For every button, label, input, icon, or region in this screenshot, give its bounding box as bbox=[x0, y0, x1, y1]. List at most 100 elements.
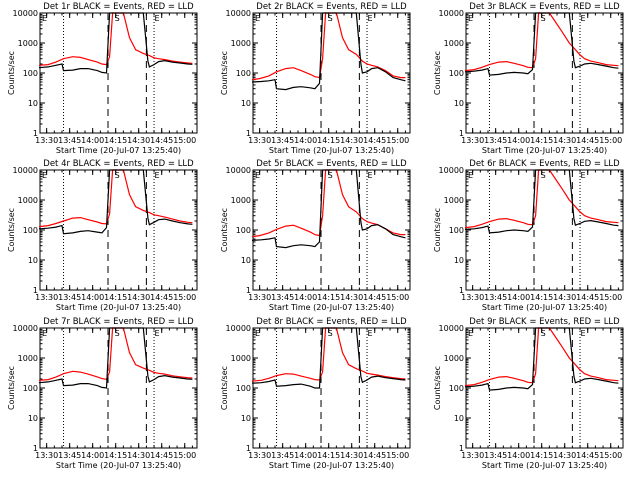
y-tick-label: 1000 bbox=[231, 39, 251, 48]
x-tick-label: 14:30 bbox=[127, 136, 150, 145]
y-tick-label: 10000 bbox=[226, 9, 251, 18]
y-tick-label: 100 bbox=[236, 69, 251, 78]
plot-title: Det 7r BLACK = Events, RED = LLD bbox=[43, 317, 194, 327]
x-tick-label: 14:00 bbox=[81, 293, 104, 302]
corner-label: E bbox=[468, 329, 473, 338]
x-tick-label: 15:00 bbox=[386, 136, 409, 145]
flag-label: S bbox=[328, 171, 333, 180]
y-tick-label: 10000 bbox=[439, 9, 464, 18]
flag-label: S bbox=[541, 171, 546, 180]
plot-title: Det 2r BLACK = Events, RED = LLD bbox=[256, 2, 407, 12]
x-axis-label: Start Time (20-Jul-07 13:25:40) bbox=[482, 303, 607, 312]
y-axis-label: Counts/sec bbox=[7, 366, 16, 410]
flag-label: S bbox=[541, 329, 546, 338]
x-tick-label: 13:45 bbox=[58, 293, 81, 302]
x-tick-label: 13:30 bbox=[248, 293, 271, 302]
x-tick-label: 15:00 bbox=[386, 451, 409, 460]
flag-label: S bbox=[328, 329, 333, 338]
flag-label: S bbox=[115, 329, 120, 338]
y-tick-label: 100 bbox=[23, 69, 38, 78]
y-tick-label: 100 bbox=[236, 226, 251, 235]
y-tick-label: 10 bbox=[28, 256, 38, 265]
black-events-series-line bbox=[38, 169, 193, 235]
x-tick-label: 15:00 bbox=[599, 136, 622, 145]
x-tick-label: 14:45 bbox=[150, 293, 173, 302]
y-axis-label: Counts/sec bbox=[433, 366, 442, 410]
y-tick-label: 10 bbox=[454, 99, 464, 108]
x-tick-label: 14:30 bbox=[340, 136, 363, 145]
flag-label: E bbox=[581, 14, 586, 23]
x-tick-label: 13:45 bbox=[484, 293, 507, 302]
x-tick-label: 14:00 bbox=[81, 451, 104, 460]
corner-label: E bbox=[468, 171, 473, 180]
x-axis-label: Start Time (20-Jul-07 13:25:40) bbox=[56, 461, 181, 470]
x-axis-label: Start Time (20-Jul-07 13:25:40) bbox=[56, 146, 181, 155]
x-tick-label: 14:00 bbox=[294, 451, 317, 460]
x-tick-label: 15:00 bbox=[386, 293, 409, 302]
x-tick-label: 14:45 bbox=[576, 293, 599, 302]
plot-title: Det 6r BLACK = Events, RED = LLD bbox=[469, 159, 620, 169]
y-tick-label: 1 bbox=[246, 286, 251, 295]
corner-label: E bbox=[468, 14, 473, 23]
x-tick-label: 14:45 bbox=[150, 451, 173, 460]
black-events-series-line bbox=[38, 327, 193, 389]
corner-label: E bbox=[42, 14, 47, 23]
black-events-series-line bbox=[251, 327, 406, 389]
x-tick-label: 13:45 bbox=[484, 136, 507, 145]
black-events-series-line bbox=[464, 327, 619, 391]
x-tick-label: 13:30 bbox=[461, 136, 484, 145]
plot-title: Det 3r BLACK = Events, RED = LLD bbox=[469, 2, 620, 12]
x-tick-label: 14:30 bbox=[340, 451, 363, 460]
y-tick-label: 10000 bbox=[13, 9, 38, 18]
y-tick-label: 10000 bbox=[13, 166, 38, 175]
detector-plot-6: 1 10 100 1000 10000 13:30 13:45 14:00 14:15 14:30… bbox=[433, 159, 624, 312]
flag-label: E bbox=[155, 171, 160, 180]
detector-plot-3: 1 10 100 1000 10000 13:30 13:45 14:00 14:15 14:30… bbox=[433, 2, 624, 155]
x-tick-label: 14:45 bbox=[363, 451, 386, 460]
x-tick-label: 14:00 bbox=[294, 136, 317, 145]
x-tick-label: 15:00 bbox=[173, 451, 196, 460]
detector-plot-8: 1 10 100 1000 10000 13:30 13:45 14:00 14:15 14:30… bbox=[220, 317, 411, 470]
x-tick-label: 13:45 bbox=[271, 136, 294, 145]
y-tick-label: 1000 bbox=[18, 354, 38, 363]
plot-title: Det 4r BLACK = Events, RED = LLD bbox=[43, 159, 194, 169]
x-tick-label: 13:45 bbox=[58, 136, 81, 145]
x-tick-label: 14:15 bbox=[317, 293, 340, 302]
detector-plot-4: 1 10 100 1000 10000 13:30 13:45 14:00 14:15 14:30… bbox=[7, 159, 198, 312]
corner-label: E bbox=[255, 329, 260, 338]
y-tick-label: 10000 bbox=[13, 324, 38, 333]
y-tick-label: 10 bbox=[241, 256, 251, 265]
x-tick-label: 13:45 bbox=[58, 451, 81, 460]
x-tick-label: 14:45 bbox=[150, 136, 173, 145]
corner-label: E bbox=[255, 14, 260, 23]
detector-plot-1: 1 10 100 1000 10000 13:30 13:45 14:00 14:15 14:30… bbox=[7, 2, 198, 155]
flag-label: S bbox=[115, 171, 120, 180]
flag-label: E bbox=[155, 14, 160, 23]
x-tick-label: 14:30 bbox=[340, 293, 363, 302]
y-axis-label: Counts/sec bbox=[433, 208, 442, 252]
flag-label: E bbox=[368, 171, 373, 180]
y-tick-label: 100 bbox=[449, 69, 464, 78]
x-tick-label: 14:00 bbox=[81, 136, 104, 145]
x-tick-label: 14:00 bbox=[507, 293, 530, 302]
x-tick-label: 15:00 bbox=[173, 136, 196, 145]
y-tick-label: 100 bbox=[236, 384, 251, 393]
x-tick-label: 14:45 bbox=[576, 136, 599, 145]
flag-label: E bbox=[368, 14, 373, 23]
black-events-series-line bbox=[464, 169, 619, 234]
x-tick-label: 14:15 bbox=[104, 293, 127, 302]
corner-label: E bbox=[42, 171, 47, 180]
x-tick-label: 15:00 bbox=[173, 293, 196, 302]
x-tick-label: 14:30 bbox=[553, 293, 576, 302]
y-tick-label: 1 bbox=[246, 129, 251, 138]
plot-title: Det 8r BLACK = Events, RED = LLD bbox=[256, 317, 407, 327]
x-tick-label: 13:30 bbox=[35, 293, 58, 302]
detector-plot-5: 1 10 100 1000 10000 13:30 13:45 14:00 14:15 14:30… bbox=[220, 159, 411, 312]
y-axis-label: Counts/sec bbox=[220, 366, 229, 410]
y-tick-label: 10 bbox=[454, 414, 464, 423]
x-tick-label: 14:30 bbox=[127, 451, 150, 460]
x-tick-label: 14:15 bbox=[104, 451, 127, 460]
flag-label: E bbox=[581, 329, 586, 338]
y-tick-label: 1000 bbox=[231, 196, 251, 205]
